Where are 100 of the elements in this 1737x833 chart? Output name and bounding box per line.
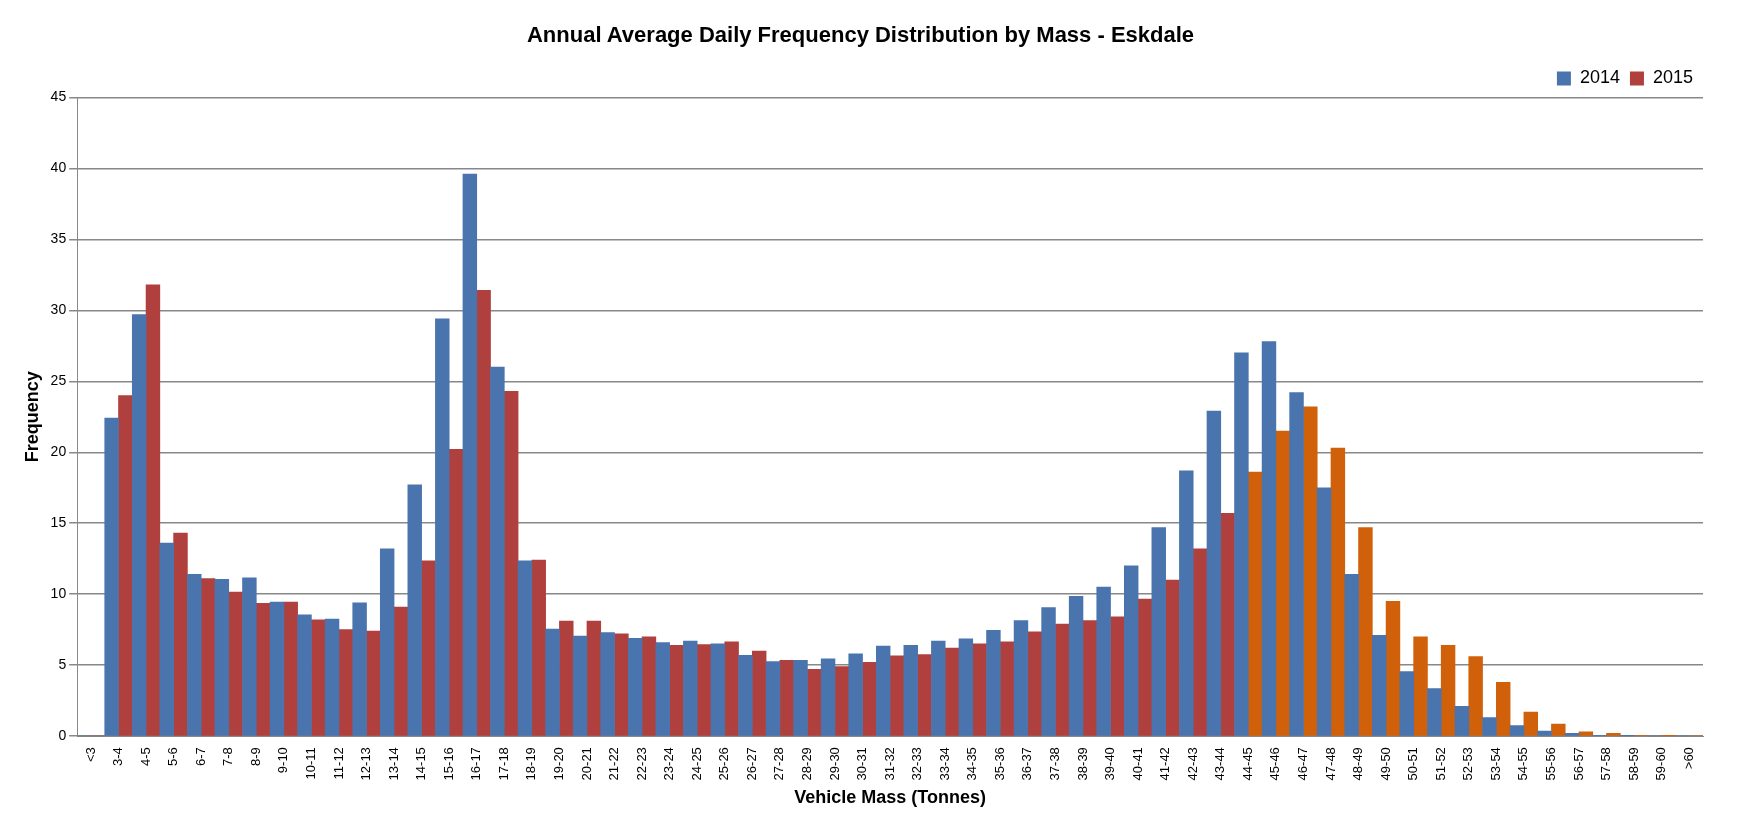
bar bbox=[1234, 352, 1249, 736]
x-tick-label: 50-51 bbox=[1405, 747, 1421, 781]
bar bbox=[1413, 636, 1428, 736]
x-tick-label: 21-22 bbox=[606, 747, 622, 781]
bar bbox=[1082, 620, 1098, 736]
bar bbox=[1564, 732, 1580, 736]
x-tick-label: >60 bbox=[1680, 747, 1696, 770]
x-tick-label: 26-27 bbox=[743, 747, 759, 781]
y-tick-label: 0 bbox=[58, 727, 67, 744]
chart-title: Annual Average Daily Frequency Distribution by Mass - Eskdale bbox=[526, 22, 1195, 48]
bar bbox=[1496, 681, 1511, 736]
bar bbox=[862, 662, 877, 736]
bar bbox=[1110, 616, 1125, 736]
bar bbox=[889, 655, 905, 736]
y-tick-label: 20 bbox=[50, 443, 67, 460]
bar bbox=[627, 637, 643, 736]
x-tick-label: 54-55 bbox=[1515, 747, 1531, 781]
bar bbox=[600, 632, 615, 736]
bar bbox=[1551, 723, 1566, 736]
bar bbox=[696, 644, 712, 736]
bar bbox=[1578, 731, 1594, 736]
bar bbox=[586, 620, 602, 736]
bar bbox=[751, 650, 767, 736]
bar bbox=[683, 640, 698, 736]
bar bbox=[944, 647, 960, 736]
bar bbox=[517, 560, 533, 736]
bar bbox=[1068, 596, 1084, 736]
bar bbox=[1275, 430, 1290, 736]
x-tick-label: 37-38 bbox=[1047, 747, 1062, 781]
y-tick-label: 15 bbox=[50, 514, 67, 531]
x-tick-label: 52-53 bbox=[1460, 747, 1476, 781]
y-tick-label: 35 bbox=[50, 230, 67, 247]
bar bbox=[324, 618, 340, 736]
bar bbox=[572, 635, 588, 736]
bar bbox=[1055, 623, 1070, 736]
x-tick-label: 49-50 bbox=[1377, 747, 1393, 781]
legend-label: 2014 bbox=[1579, 67, 1620, 88]
bar bbox=[917, 654, 932, 736]
x-tick-label: 57-58 bbox=[1598, 747, 1614, 781]
bar bbox=[462, 173, 478, 736]
x-tick-label: 29-30 bbox=[826, 747, 842, 781]
bar bbox=[379, 548, 395, 736]
bar bbox=[820, 658, 836, 736]
bar bbox=[1179, 470, 1194, 736]
x-tick-label: 33-34 bbox=[936, 747, 952, 781]
bar bbox=[145, 284, 161, 736]
bar bbox=[1427, 688, 1442, 736]
bar bbox=[641, 636, 657, 736]
x-tick-label: 51-52 bbox=[1432, 747, 1448, 781]
x-tick-label: 55-56 bbox=[1543, 747, 1559, 781]
bar bbox=[393, 606, 409, 736]
bar bbox=[531, 559, 546, 736]
x-tick-label: 40-41 bbox=[1129, 747, 1145, 781]
bar bbox=[793, 659, 808, 736]
bar bbox=[1151, 527, 1166, 736]
x-tick-label: 25-26 bbox=[716, 747, 732, 781]
bar bbox=[765, 661, 781, 736]
x-tick-label: 16-17 bbox=[468, 747, 484, 781]
x-tick-label: 23-24 bbox=[661, 747, 677, 781]
bar bbox=[1303, 406, 1318, 736]
bar bbox=[503, 390, 519, 736]
x-tick-label: 15-16 bbox=[440, 747, 456, 781]
bar bbox=[986, 630, 1001, 736]
x-tick-label: 9-10 bbox=[275, 747, 291, 774]
bar bbox=[1123, 565, 1139, 736]
bar bbox=[1330, 447, 1346, 736]
bar bbox=[283, 601, 298, 736]
x-tick-label: 42-43 bbox=[1184, 747, 1200, 781]
bar bbox=[738, 654, 753, 736]
bar bbox=[1220, 512, 1235, 736]
bar bbox=[297, 614, 312, 736]
x-tick-label: 13-14 bbox=[385, 747, 401, 781]
bar bbox=[1247, 471, 1263, 736]
x-tick-label: 41-42 bbox=[1157, 747, 1173, 781]
bar bbox=[1537, 730, 1552, 736]
bar bbox=[1371, 635, 1387, 736]
x-tick-label: 5-6 bbox=[165, 747, 181, 766]
x-tick-label: 3-4 bbox=[110, 747, 126, 766]
bar bbox=[1316, 487, 1332, 736]
bar bbox=[1137, 598, 1153, 736]
x-tick-label: 34-35 bbox=[964, 747, 980, 781]
bar bbox=[421, 560, 436, 736]
bar bbox=[875, 645, 891, 736]
bar bbox=[1165, 579, 1180, 736]
bar bbox=[1261, 341, 1277, 736]
y-tick-label: 10 bbox=[50, 585, 67, 602]
bar bbox=[159, 542, 174, 736]
x-tick-label: 6-7 bbox=[192, 747, 208, 766]
bar bbox=[1440, 644, 1456, 736]
bar bbox=[655, 642, 670, 736]
bar bbox=[1606, 732, 1621, 736]
x-tick-label: 58-59 bbox=[1625, 747, 1641, 781]
bar bbox=[1482, 717, 1497, 736]
bar bbox=[187, 574, 202, 736]
x-tick-label: <3 bbox=[82, 747, 98, 762]
x-tick-label: 4-5 bbox=[137, 747, 153, 766]
x-tick-label: 43-44 bbox=[1212, 747, 1228, 781]
bar bbox=[1399, 671, 1414, 736]
bar bbox=[200, 578, 216, 736]
bar bbox=[448, 449, 464, 736]
